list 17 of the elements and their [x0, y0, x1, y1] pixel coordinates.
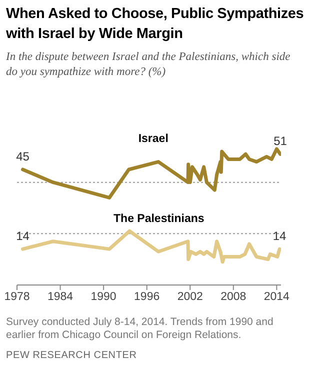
data-label: 14 [16, 229, 30, 244]
chart-title: When Asked to Choose, Public Sympathizes with Israel by Wide Margin [6, 5, 305, 44]
series-label: Israel [138, 132, 168, 145]
x-tick-label: 2014 [264, 291, 290, 304]
data-label: 51 [274, 134, 288, 148]
data-label: 45 [16, 150, 30, 164]
x-tick-label: 1990 [90, 291, 116, 304]
x-tick-label: 1984 [47, 291, 74, 304]
data-label: 14 [272, 229, 287, 244]
x-tick-label: 1996 [134, 291, 160, 304]
x-tick-label: 2008 [220, 291, 246, 304]
chart-subtitle: In the dispute between Israel and the Palestinians, which side do you sympathize with more? (%) [6, 50, 292, 80]
series-label: The Palestinians [114, 213, 204, 226]
x-tick-label: 1978 [4, 291, 30, 304]
x-tick-label: 2002 [177, 291, 203, 304]
text: Survey conducted July 8-14, 2014. Trends from 1990 and earlier from Chicago Council on Foreign Relations. [6, 316, 274, 342]
text: PEW RESEARCH CENTER [6, 350, 137, 361]
